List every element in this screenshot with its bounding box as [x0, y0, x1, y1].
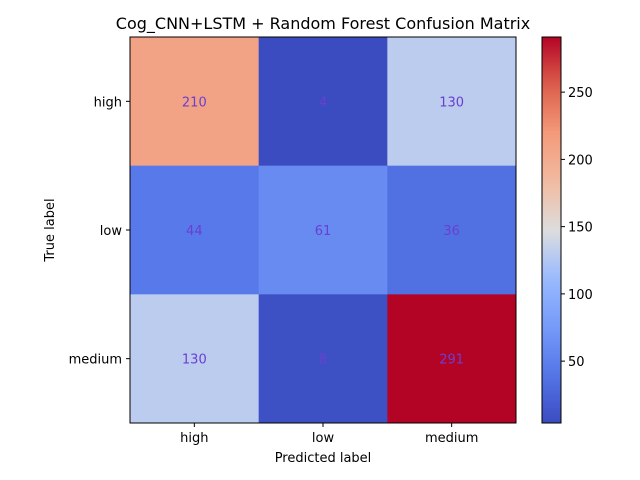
cell-value-label: 291: [439, 353, 464, 368]
colorbar-tick-label: 50: [568, 355, 585, 370]
x-axis-label: Predicted label: [275, 451, 372, 466]
heatmap-cells: [130, 37, 517, 424]
heatmap-cell: [258, 294, 388, 424]
colorbar-tick-label: 200: [568, 153, 593, 168]
heatmap-cell: [387, 294, 517, 424]
y-tick-label: medium: [69, 353, 122, 368]
x-tick-label: high: [180, 431, 208, 446]
x-tick-label: low: [312, 431, 335, 446]
heatmap-cell: [258, 165, 388, 295]
colorbar-ticks: 50 100 150 200 250: [561, 86, 593, 370]
heatmap-cell: [130, 165, 260, 295]
cell-value-label: 130: [182, 353, 207, 368]
heatmap-cell: [258, 37, 388, 167]
colorbar-tick-label: 100: [568, 288, 593, 303]
cell-value-label: 36: [443, 224, 460, 239]
cell-value-label: 130: [439, 95, 464, 110]
x-tick-label: medium: [425, 431, 478, 446]
heatmap-cell-labels: 210 4 130 44 61 36 130 8 291: [182, 95, 464, 367]
x-axis-ticks: high low medium: [180, 423, 478, 446]
chart-title: Cog_CNN+LSTM + Random Forest Confusion M…: [116, 14, 530, 34]
colorbar: [541, 36, 562, 424]
y-tick-label: low: [100, 224, 123, 239]
y-axis-ticks: high low medium: [69, 95, 130, 368]
heatmap-cell: [130, 37, 260, 167]
heatmap-cell: [387, 165, 517, 295]
heatmap-cell: [387, 37, 517, 167]
colorbar-tick-label: 150: [568, 221, 593, 236]
colorbar-tick-label: 250: [568, 86, 593, 101]
cell-value-label: 4: [319, 95, 327, 110]
heatmap-cell: [130, 294, 260, 424]
cell-value-label: 210: [182, 95, 207, 110]
cell-value-label: 61: [315, 224, 332, 239]
cell-value-label: 44: [186, 224, 203, 239]
y-tick-label: high: [94, 95, 122, 110]
y-axis-label: True label: [43, 198, 58, 262]
cell-value-label: 8: [319, 353, 327, 368]
